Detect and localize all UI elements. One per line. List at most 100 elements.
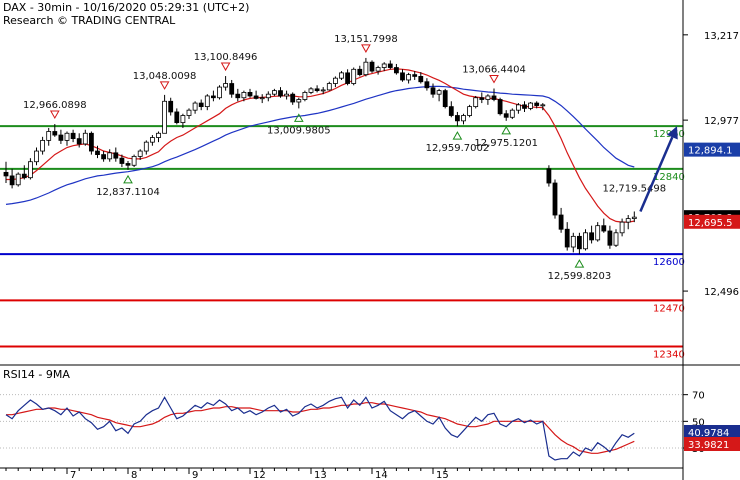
candle-body bbox=[619, 221, 625, 234]
candle bbox=[76, 133, 82, 148]
candle-body bbox=[247, 92, 253, 97]
candle bbox=[70, 129, 76, 143]
candle-body bbox=[143, 141, 149, 152]
candle bbox=[3, 161, 9, 184]
candle bbox=[607, 225, 613, 249]
price-label: 12,719.5498 bbox=[602, 183, 666, 194]
candle bbox=[631, 211, 637, 223]
candle bbox=[217, 85, 222, 100]
candle bbox=[52, 124, 58, 137]
time-tick-label: 8 bbox=[131, 470, 137, 480]
candle-body bbox=[82, 132, 88, 145]
candle-body bbox=[76, 138, 82, 145]
candle-body bbox=[27, 161, 33, 179]
candle bbox=[326, 81, 332, 91]
candle bbox=[308, 87, 314, 95]
candle-body bbox=[180, 115, 186, 124]
candle-body bbox=[345, 72, 351, 84]
candle-body bbox=[625, 218, 631, 223]
candle-body bbox=[3, 171, 9, 177]
candle bbox=[461, 113, 466, 125]
value-tag-label: 40.9784 bbox=[688, 428, 729, 439]
candle bbox=[320, 87, 326, 95]
candle-body bbox=[393, 67, 399, 74]
candle bbox=[412, 71, 418, 80]
swing-high-label: 13,066.4404 bbox=[462, 64, 526, 75]
candle bbox=[82, 129, 88, 146]
candle-body bbox=[528, 102, 533, 109]
candle-body bbox=[491, 95, 497, 100]
candle bbox=[253, 90, 259, 100]
swing-low-marker bbox=[452, 131, 463, 140]
candle bbox=[552, 179, 558, 219]
candle-body bbox=[70, 132, 76, 140]
candle bbox=[619, 218, 625, 237]
value-tag-label: 12,695.5 bbox=[688, 218, 733, 229]
rsi-title: RSI14 - 9MA bbox=[3, 368, 70, 381]
candle-body bbox=[210, 95, 216, 99]
swing-high-marker bbox=[159, 81, 170, 90]
candle bbox=[210, 90, 216, 102]
candle-body bbox=[479, 97, 485, 100]
candle bbox=[381, 62, 387, 72]
forecast-arrow bbox=[639, 126, 678, 212]
candle bbox=[27, 158, 33, 180]
chart-subtitle: Research © TRADING CENTRAL bbox=[3, 14, 176, 27]
candle-body bbox=[235, 93, 241, 99]
candle bbox=[290, 92, 296, 105]
candle bbox=[229, 79, 235, 98]
candle bbox=[149, 135, 155, 146]
candle-body bbox=[357, 68, 363, 76]
candle-body bbox=[156, 132, 161, 138]
candle-body bbox=[369, 61, 375, 72]
candle-body bbox=[186, 109, 192, 116]
candle-body bbox=[558, 214, 564, 230]
candle bbox=[40, 136, 45, 155]
candle bbox=[186, 108, 192, 120]
level-label: 12470 bbox=[653, 303, 685, 314]
candle bbox=[46, 127, 52, 146]
candle-body bbox=[46, 131, 52, 141]
forecast-arrow-shaft bbox=[639, 136, 674, 212]
candle bbox=[570, 232, 576, 253]
candle bbox=[247, 88, 253, 98]
time-tick-label: 9 bbox=[192, 470, 198, 480]
candle-body bbox=[253, 95, 259, 99]
rsi-panel bbox=[5, 396, 635, 461]
candle-body bbox=[467, 106, 473, 116]
candle bbox=[192, 101, 198, 114]
candle bbox=[540, 103, 546, 111]
candle-body bbox=[34, 150, 39, 163]
candle bbox=[534, 101, 540, 109]
candle-body bbox=[375, 67, 381, 72]
candle bbox=[577, 232, 582, 255]
level-label: 12840 bbox=[653, 172, 685, 183]
candle-body bbox=[278, 90, 283, 97]
candle-body bbox=[229, 83, 235, 95]
candle bbox=[387, 60, 393, 70]
candle bbox=[204, 94, 210, 111]
candle-body bbox=[552, 182, 558, 216]
candle bbox=[278, 87, 283, 98]
price-annotations: 12,966.0898 12,837.1104 13,048.0098 13,100.… bbox=[23, 34, 666, 282]
candle-body bbox=[296, 99, 302, 103]
candle bbox=[375, 65, 381, 75]
candle-body bbox=[564, 228, 570, 248]
level-label: 12340 bbox=[653, 350, 685, 361]
candle-body bbox=[284, 93, 290, 97]
candle bbox=[546, 165, 552, 187]
candle bbox=[241, 90, 247, 102]
candle bbox=[162, 94, 168, 134]
swing-high-label: 13,100.8496 bbox=[194, 52, 258, 63]
candle bbox=[418, 72, 424, 84]
candle bbox=[363, 57, 369, 77]
candle-body bbox=[577, 235, 582, 250]
candle bbox=[479, 92, 485, 104]
candle-body bbox=[259, 97, 265, 100]
candle bbox=[430, 83, 436, 98]
swing-low-marker bbox=[574, 259, 585, 268]
candle bbox=[357, 65, 363, 77]
candle-body bbox=[497, 99, 503, 115]
candle bbox=[89, 131, 94, 155]
